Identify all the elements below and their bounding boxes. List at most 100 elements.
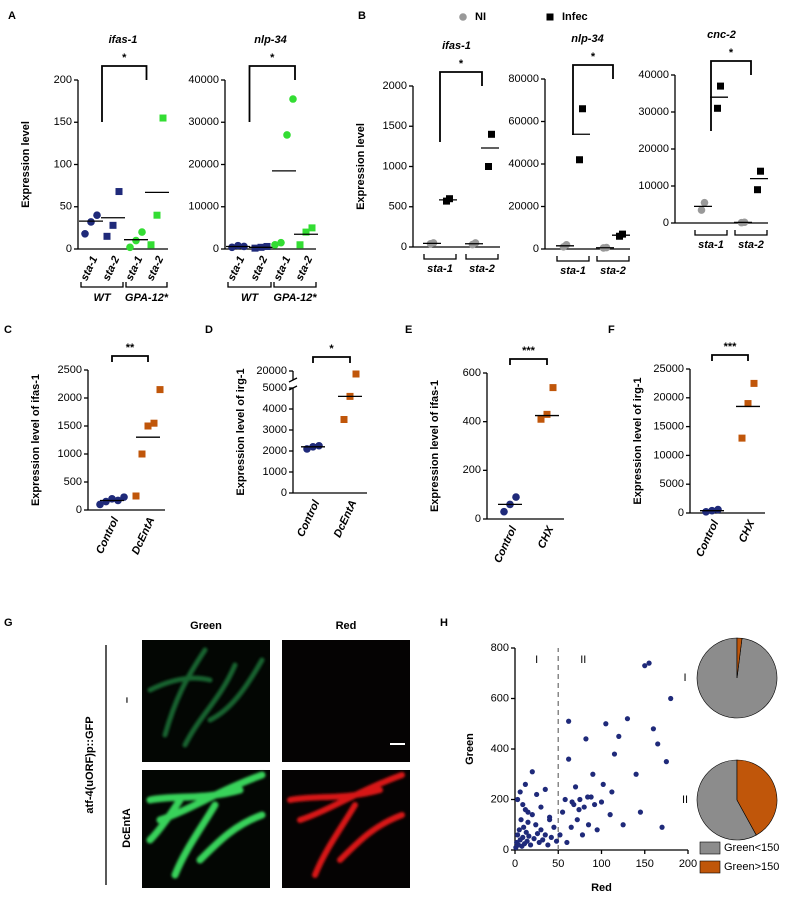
row-label: –	[121, 697, 133, 703]
data-point	[132, 236, 140, 245]
x-tick-label: sta-2	[249, 254, 271, 282]
data-point	[132, 492, 140, 500]
y-tick-label: 0	[503, 844, 509, 856]
data-point	[600, 781, 606, 787]
data-point	[526, 833, 532, 839]
y-axis-label: Expression level	[355, 123, 367, 210]
y-tick-label: 40000	[188, 74, 219, 86]
group-label: WT	[93, 292, 111, 304]
category-bracket	[423, 254, 457, 260]
data-point	[283, 131, 291, 139]
y-tick-label: 20000	[256, 365, 287, 377]
y-tick-label: 150	[54, 116, 72, 128]
data-point	[340, 416, 348, 423]
panel-letter: D	[205, 324, 213, 336]
data-point	[156, 386, 164, 394]
y-tick-label: 1000	[263, 466, 287, 478]
data-point	[531, 836, 537, 842]
data-point	[228, 243, 236, 252]
data-point	[93, 211, 101, 219]
data-point	[126, 243, 134, 252]
data-point	[488, 130, 495, 138]
legend-label: NI	[475, 11, 486, 23]
microscopy-images: Green Red – DcEntA atf-4(uORF)p::GFP	[84, 620, 410, 888]
significance-label: *	[329, 343, 334, 355]
legend-label: Green<150	[724, 842, 779, 854]
image-red-dcenta	[282, 770, 410, 888]
region-label: II	[580, 654, 586, 666]
significance-label: *	[591, 51, 596, 63]
y-tick-label: 20000	[188, 158, 219, 170]
data-point	[109, 221, 117, 229]
y-tick-label: 2000	[383, 80, 407, 92]
panel-letter: H	[440, 617, 448, 629]
data-point	[637, 809, 644, 815]
x-tick-label: sta-2	[294, 254, 316, 282]
x-tick-label: CHX	[737, 518, 758, 545]
x-tick-label: Control	[492, 524, 520, 565]
y-axis-label: Expression level	[20, 121, 32, 208]
y-tick-label: 1000	[383, 160, 407, 172]
pie-label: I	[683, 672, 686, 684]
significance-label: **	[126, 342, 135, 354]
data-point	[308, 224, 316, 232]
y-tick-label: 5000	[263, 382, 287, 394]
data-point	[619, 230, 626, 238]
legend-swatch	[699, 860, 721, 874]
data-point	[650, 726, 657, 732]
data-point	[572, 784, 579, 790]
y-tick-label: 0	[76, 504, 82, 516]
data-point	[529, 812, 535, 818]
data-point	[577, 796, 583, 803]
y-tick-label: 50	[60, 201, 72, 213]
x-tick-label: Control	[295, 498, 323, 539]
group-bracket	[80, 282, 124, 288]
data-point	[576, 156, 583, 164]
data-point	[538, 804, 544, 810]
y-tick-label: 0	[475, 513, 481, 525]
y-tick-label: 1500	[58, 420, 82, 432]
panel-letter: B	[358, 10, 366, 22]
significance-label: ***	[522, 345, 536, 357]
data-point	[585, 794, 591, 800]
significance-bracket	[101, 65, 148, 122]
pie-slice	[696, 759, 757, 841]
data-point	[352, 370, 360, 378]
data-point	[566, 718, 572, 724]
data-point	[289, 95, 297, 103]
data-point	[547, 817, 553, 823]
image-green-control	[142, 640, 270, 762]
significance-bracket	[572, 64, 614, 135]
y-tick-label: 30000	[188, 116, 219, 128]
y-axis-label: Green	[464, 733, 476, 765]
data-point	[315, 441, 323, 450]
chart-title: nlp-34	[254, 34, 286, 46]
data-point	[446, 195, 453, 203]
chart-title: cnc-2	[707, 29, 736, 41]
category-bracket	[734, 230, 768, 236]
group-label: GPA-12*	[125, 292, 169, 304]
y-tick-label: 10000	[638, 180, 669, 192]
y-tick-label: 500	[389, 201, 407, 213]
category-bracket	[596, 256, 630, 262]
data-point	[538, 827, 544, 833]
data-point	[646, 660, 652, 666]
data-point	[471, 239, 480, 247]
data-point	[153, 211, 161, 219]
data-point	[514, 832, 521, 838]
data-point	[585, 822, 592, 828]
y-tick-label: 2000	[263, 445, 287, 457]
axis-break	[288, 377, 298, 383]
x-axis-label: Red	[591, 882, 612, 894]
data-point	[668, 695, 674, 702]
data-point	[87, 218, 95, 226]
data-point	[302, 228, 310, 236]
y-tick-label: 0	[663, 217, 669, 229]
data-point	[663, 759, 669, 765]
pie-label: II	[682, 794, 688, 806]
data-point	[655, 741, 661, 747]
x-tick-label: 150	[636, 858, 654, 870]
data-point	[527, 842, 534, 848]
panel-letter: G	[4, 617, 13, 629]
